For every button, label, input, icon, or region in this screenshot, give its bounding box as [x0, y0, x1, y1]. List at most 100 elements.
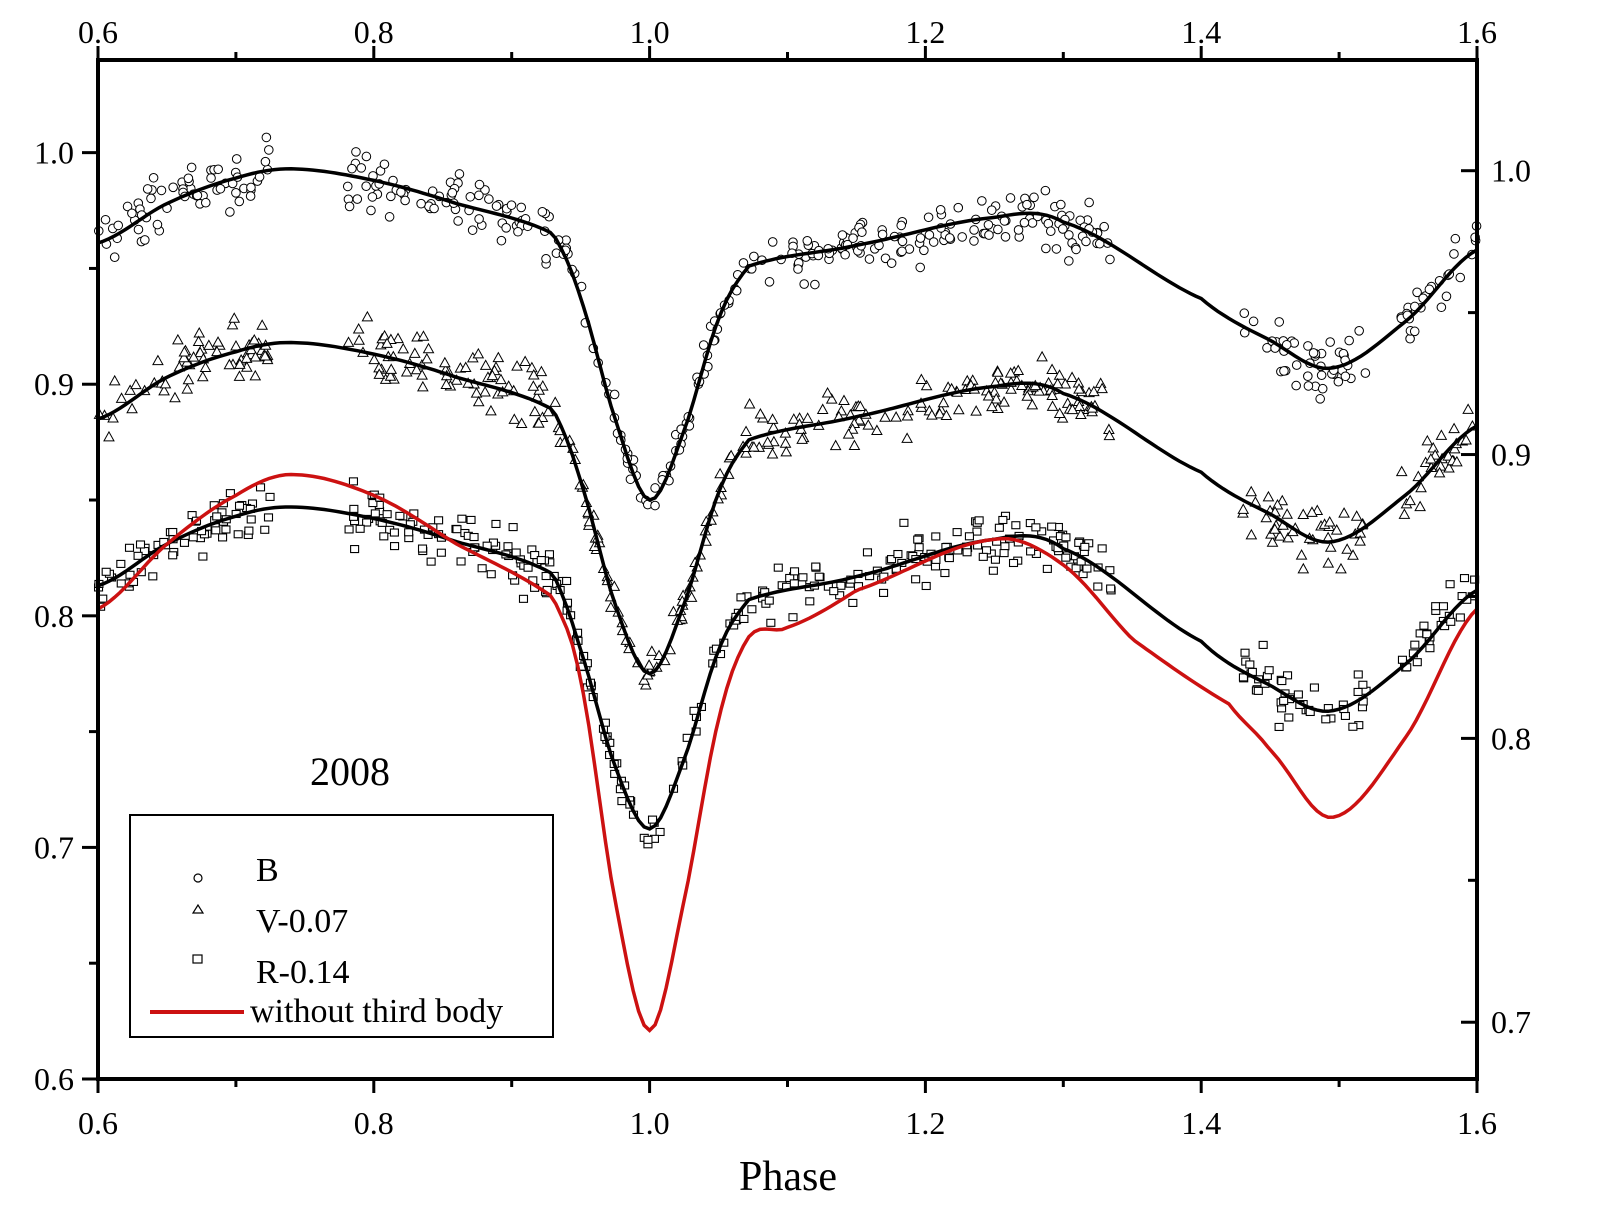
r-point	[417, 544, 428, 553]
v-point	[486, 369, 499, 381]
v-point	[1046, 389, 1059, 401]
v-point	[1005, 383, 1017, 394]
v-point	[549, 396, 562, 407]
v-point	[1398, 508, 1411, 519]
v-point	[495, 373, 507, 385]
fit-curve-v-0-07	[97, 340, 1478, 676]
v-point	[1046, 400, 1059, 411]
v-point	[933, 407, 946, 419]
b-point	[837, 230, 848, 240]
v-point	[159, 377, 172, 389]
v-point	[158, 384, 170, 396]
r-point	[789, 567, 800, 576]
v-point	[1462, 403, 1474, 414]
v-point	[182, 373, 195, 385]
b-point	[650, 500, 660, 511]
v-point	[1021, 390, 1034, 401]
r-point	[1282, 671, 1293, 680]
b-point	[386, 191, 396, 202]
v-point	[1330, 524, 1343, 535]
legend-circle-marker	[193, 873, 203, 883]
r-point	[1459, 574, 1470, 583]
b-point	[467, 225, 478, 235]
v-point	[1295, 549, 1308, 560]
v-point	[901, 432, 913, 443]
b-point	[537, 207, 548, 217]
b-point	[501, 223, 511, 233]
b-point	[969, 225, 979, 235]
b-point	[454, 169, 465, 179]
r-point	[998, 515, 1008, 525]
b-point	[246, 182, 256, 193]
v-point	[838, 394, 850, 406]
b-point	[429, 203, 439, 214]
v-point	[743, 397, 756, 409]
v-point	[352, 323, 365, 334]
x-tick-label-top: 1.0	[630, 14, 670, 50]
v-point	[249, 350, 262, 362]
v-point	[1036, 350, 1048, 362]
x-tick-label-bottom: 1.4	[1181, 1105, 1221, 1141]
v-point	[353, 334, 365, 345]
v-point	[1443, 461, 1455, 473]
v-point	[1245, 528, 1258, 540]
y-tick-label-left: 0.9	[34, 366, 74, 402]
r-point	[382, 510, 392, 519]
legend-label-b: B	[256, 852, 279, 889]
b-point	[1075, 215, 1086, 226]
b-point	[1000, 232, 1011, 242]
r-point	[974, 516, 984, 525]
v-point	[604, 601, 617, 612]
v-point	[1046, 363, 1058, 375]
b-point	[361, 151, 372, 162]
v-point	[439, 356, 451, 368]
b-point	[146, 193, 156, 204]
b-point	[416, 198, 426, 209]
b-point	[344, 201, 355, 212]
b-point	[1056, 199, 1066, 210]
b-point	[122, 201, 133, 212]
v-point	[472, 395, 485, 407]
r-point	[536, 556, 546, 565]
b-point	[264, 145, 274, 155]
v-point	[178, 345, 191, 357]
r-point	[1284, 713, 1294, 722]
v-point	[1412, 470, 1425, 482]
v-point	[519, 355, 532, 367]
legend-square-marker	[192, 954, 203, 964]
b-point	[810, 279, 820, 290]
v-point	[422, 342, 435, 354]
r-point	[246, 515, 256, 524]
b-point	[738, 258, 749, 268]
v-point	[1448, 422, 1460, 434]
v-point	[796, 433, 808, 444]
v-point	[115, 392, 128, 403]
r-point	[930, 562, 941, 571]
b-point	[923, 212, 934, 223]
legend-triangle-marker	[191, 903, 205, 914]
v-point	[212, 336, 224, 347]
r-point	[1309, 683, 1319, 692]
r-point	[788, 613, 798, 622]
v-point	[181, 383, 194, 394]
r-point	[355, 524, 365, 533]
v-point	[233, 370, 246, 381]
v-point	[1237, 503, 1250, 514]
r-point	[1410, 640, 1420, 649]
b-point	[897, 236, 908, 247]
b-point	[897, 246, 907, 257]
v-point	[392, 332, 404, 344]
b-point	[1303, 341, 1313, 351]
b-point	[206, 173, 216, 183]
b-point	[127, 208, 137, 219]
b-point	[1071, 244, 1081, 255]
v-point	[1323, 515, 1336, 527]
v-point	[1414, 500, 1426, 512]
r-point	[260, 525, 270, 534]
v-point	[526, 361, 538, 373]
b-point	[915, 262, 926, 273]
v-point	[801, 412, 814, 423]
b-point	[1279, 366, 1289, 376]
b-point	[1317, 383, 1328, 394]
